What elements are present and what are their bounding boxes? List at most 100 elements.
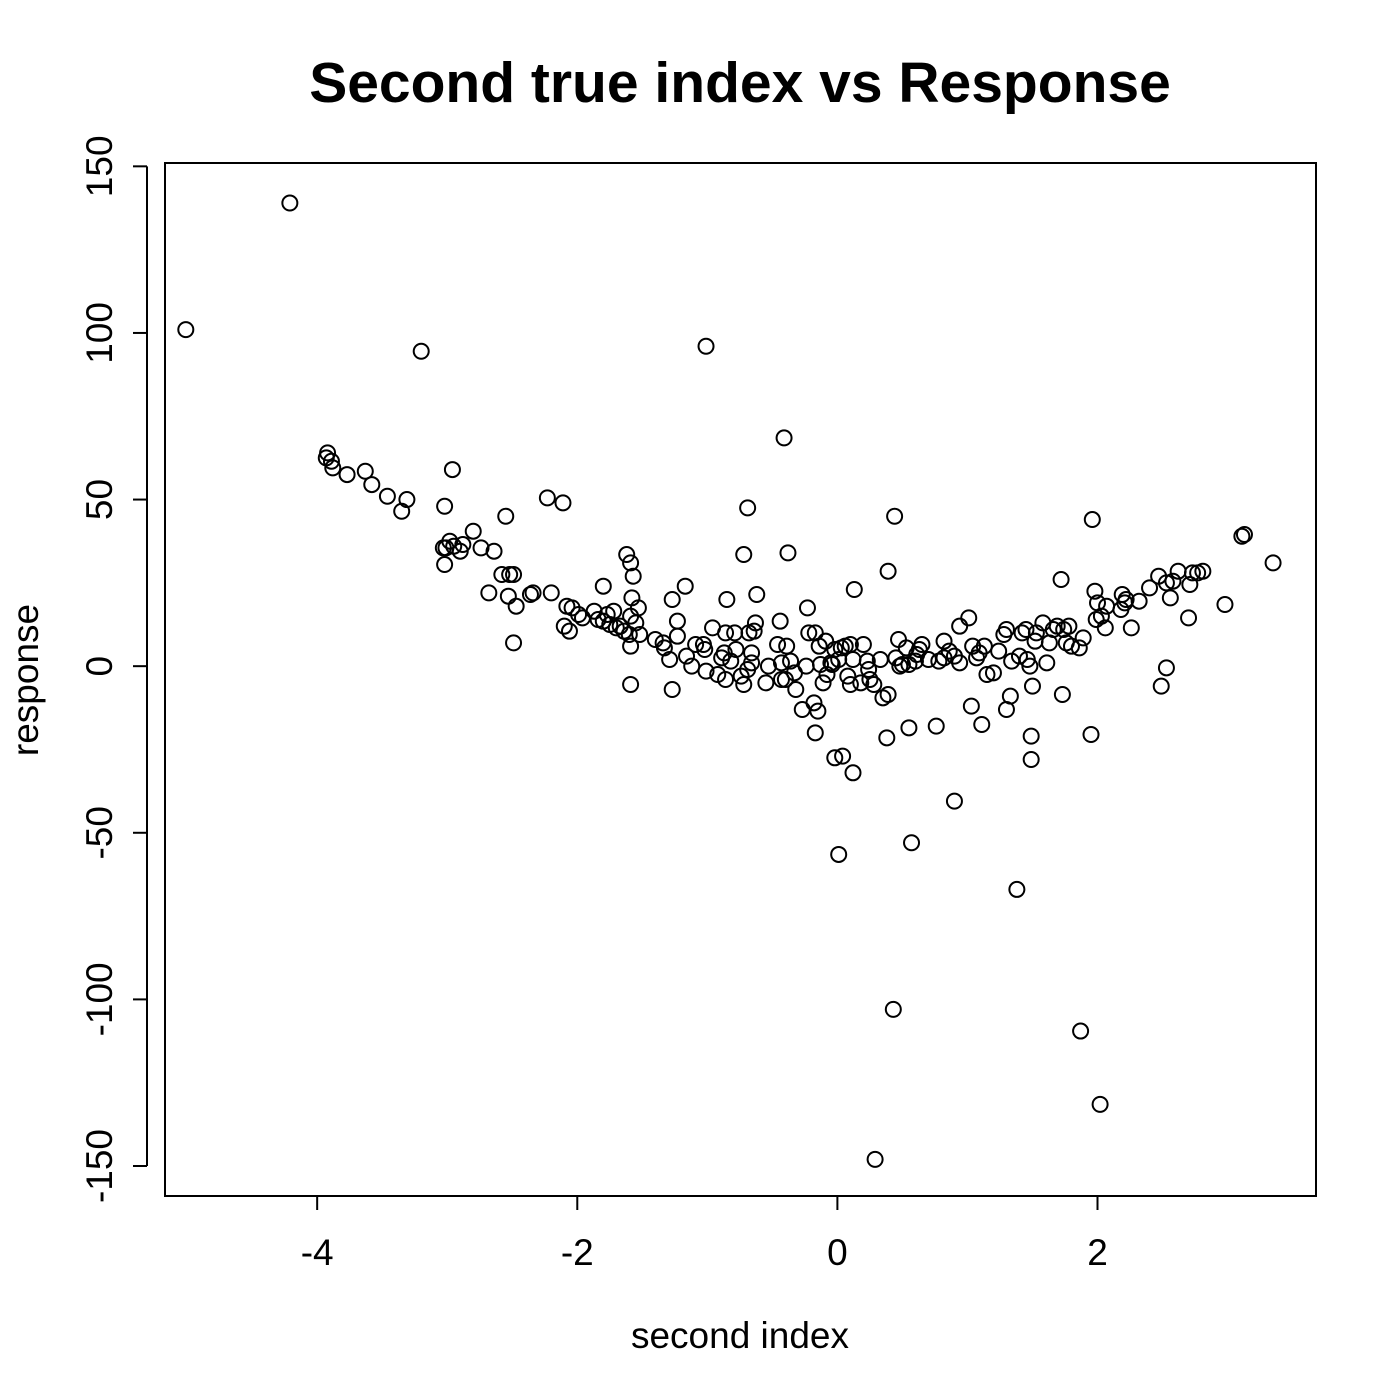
data-point	[769, 636, 787, 654]
data-point	[844, 651, 862, 669]
data-point	[771, 612, 789, 630]
data-point	[841, 675, 859, 693]
data-point	[1044, 621, 1062, 639]
data-point	[697, 662, 715, 680]
data-point	[1083, 511, 1101, 529]
data-point	[436, 556, 454, 574]
y-tick-label: -50	[79, 806, 120, 859]
data-point	[1096, 619, 1114, 637]
data-point	[1194, 562, 1212, 580]
data-point	[1181, 576, 1199, 594]
data-point	[826, 641, 844, 659]
data-point	[605, 602, 623, 620]
data-point	[745, 622, 763, 640]
data-point	[814, 674, 832, 692]
y-axis: -150 -100 -50 0 50 100 150	[79, 135, 148, 1203]
data-point	[441, 532, 459, 550]
x-axis-label: second index	[631, 1315, 850, 1356]
data-point	[661, 651, 679, 669]
data-point	[338, 466, 356, 484]
plot-frame	[164, 162, 1317, 1197]
data-point	[798, 599, 816, 617]
data-point	[663, 591, 681, 609]
data-point	[1117, 591, 1135, 609]
data-point	[779, 544, 797, 562]
x-tick-label: 2	[1087, 1232, 1108, 1273]
data-point	[443, 461, 461, 479]
data-point	[866, 1150, 884, 1168]
data-point	[1022, 727, 1040, 745]
data-point	[1086, 582, 1104, 600]
data-point	[678, 647, 696, 665]
data-point	[727, 641, 745, 659]
data-point	[757, 674, 775, 692]
data-point	[787, 680, 805, 698]
data-point	[1216, 596, 1234, 614]
data-point	[806, 724, 824, 742]
data-point	[356, 462, 374, 480]
chart-title: Second true index vs Response	[309, 51, 1171, 115]
data-point	[554, 494, 572, 512]
data-point	[663, 680, 681, 698]
data-point	[622, 637, 640, 655]
x-tick-label: -4	[301, 1232, 334, 1273]
data-point	[844, 764, 862, 782]
data-point	[1183, 564, 1201, 582]
data-point	[717, 671, 735, 688]
data-point	[978, 666, 996, 684]
data-point	[927, 717, 945, 735]
data-point	[852, 674, 870, 692]
x-tick-label: 0	[827, 1232, 848, 1273]
data-point	[834, 747, 852, 765]
data-point	[1161, 589, 1179, 607]
data-point	[778, 637, 796, 655]
data-point	[973, 715, 991, 733]
data-point	[809, 702, 827, 720]
data-point	[538, 489, 556, 507]
data-point	[1074, 629, 1092, 647]
data-point	[960, 609, 978, 627]
data-point	[735, 546, 753, 564]
data-point	[805, 694, 823, 712]
data-point	[493, 566, 511, 584]
data-point	[800, 624, 818, 642]
data-point	[743, 654, 761, 672]
data-point	[436, 497, 454, 515]
data-point	[668, 612, 686, 630]
data-point	[319, 444, 337, 462]
data-point	[839, 667, 857, 685]
data-point	[570, 606, 588, 624]
y-axis-label: response	[5, 604, 46, 756]
data-point	[177, 321, 195, 339]
data-point	[1023, 677, 1041, 695]
data-point	[865, 675, 883, 693]
data-point	[854, 636, 872, 654]
data-point	[524, 584, 542, 602]
data-point	[830, 845, 848, 863]
data-point	[845, 581, 863, 599]
y-tick-label: 50	[79, 479, 120, 520]
data-point	[622, 554, 640, 572]
data-point	[378, 487, 396, 505]
data-points	[177, 194, 1282, 1168]
data-point	[499, 587, 517, 605]
data-point	[1053, 685, 1071, 703]
data-point	[1060, 617, 1078, 635]
data-point	[951, 654, 969, 672]
data-point	[1235, 526, 1253, 544]
data-point	[687, 636, 705, 654]
data-point	[505, 634, 523, 652]
data-point	[913, 636, 931, 654]
data-point	[618, 546, 636, 564]
data-point	[363, 476, 381, 494]
data-point	[826, 749, 844, 767]
data-point	[631, 626, 649, 644]
data-point	[891, 657, 909, 675]
data-point	[984, 664, 1002, 682]
data-point	[497, 507, 515, 525]
y-tick-label: -150	[79, 1129, 120, 1203]
data-point	[1091, 1095, 1109, 1113]
data-point	[739, 499, 757, 517]
data-point	[521, 586, 539, 604]
data-point	[1233, 527, 1251, 545]
